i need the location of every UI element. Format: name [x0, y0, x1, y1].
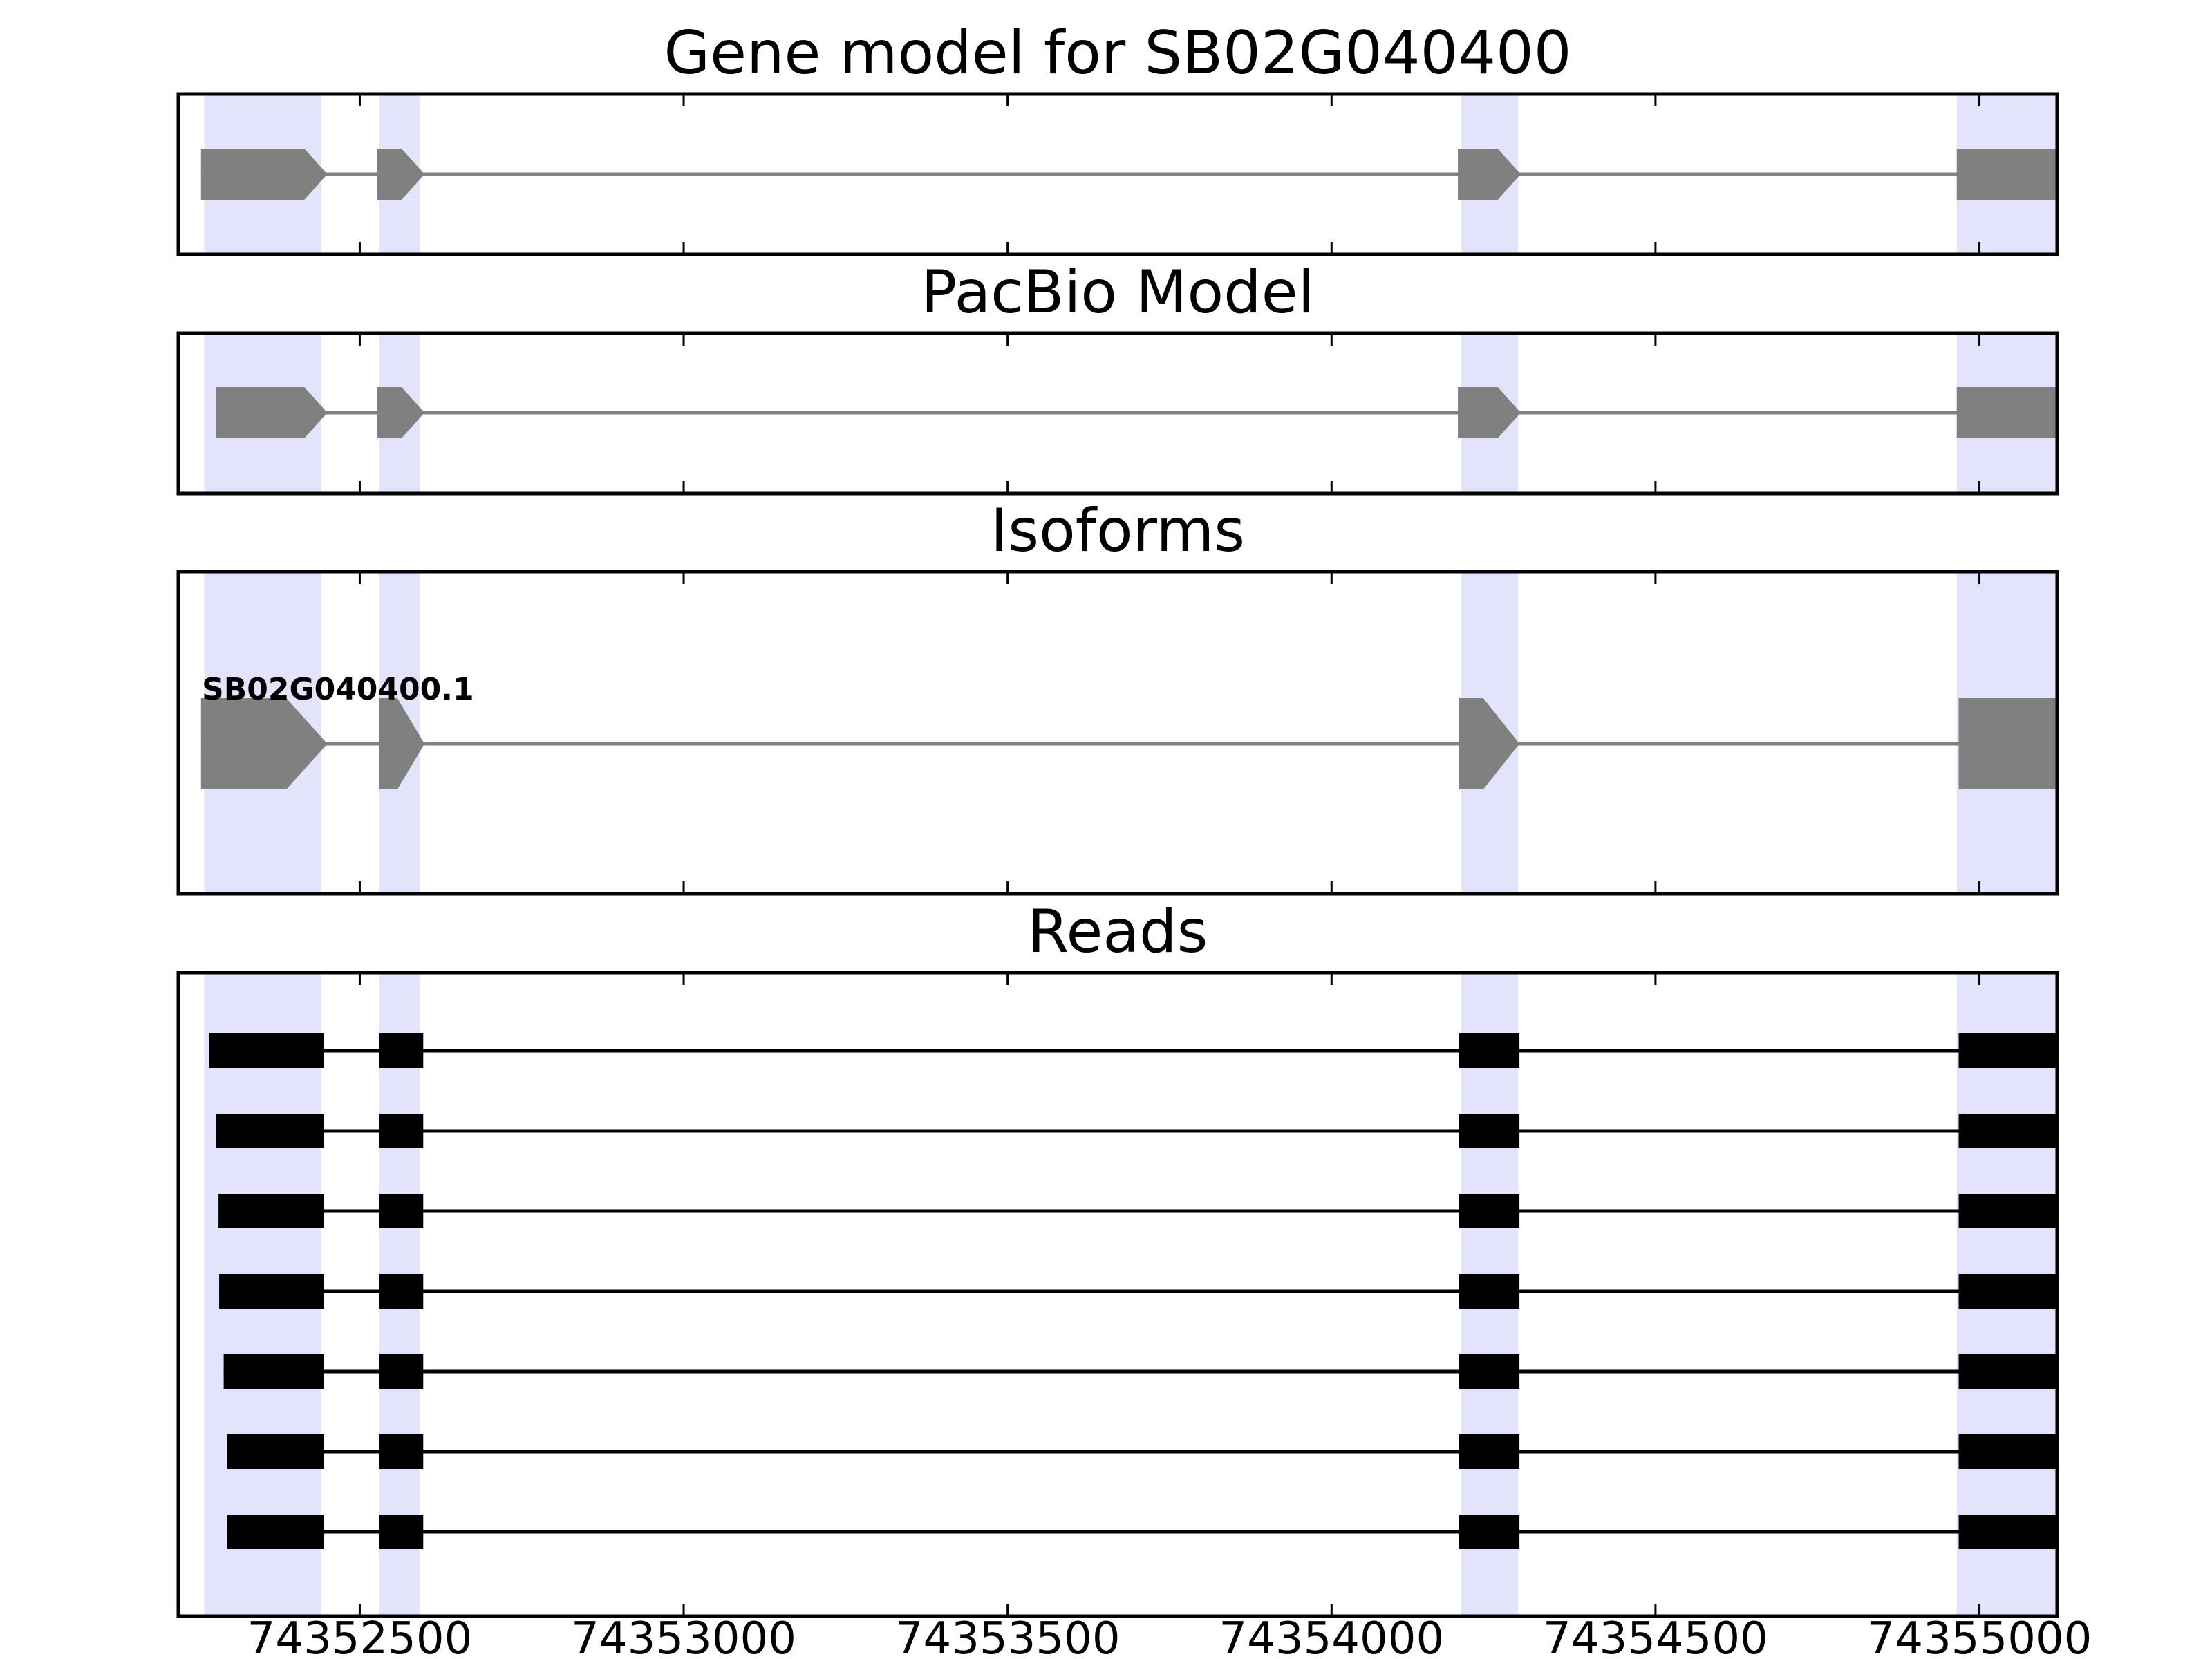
read-exon-3 — [1459, 1114, 1520, 1148]
read-exon-3 — [1459, 1274, 1520, 1309]
exon-1 — [200, 698, 328, 789]
read-exon-4 — [1958, 1515, 2057, 1549]
gene-model-title: Gene model for SB02G040400 — [664, 19, 1572, 88]
read-7 — [227, 1515, 2057, 1549]
read-exon-4 — [1958, 1434, 2057, 1469]
read-exon-4 — [1958, 1354, 2057, 1389]
read-exon-2 — [379, 1194, 424, 1228]
gene-model-panel — [176, 92, 2059, 256]
read-exon-4 — [1958, 1194, 2057, 1228]
read-exon-1 — [216, 1114, 324, 1148]
x-tick-label-1: 74352500 — [247, 1613, 473, 1659]
exon-1 — [216, 387, 328, 438]
exon-3 — [1458, 149, 1521, 200]
gene-model-ticks — [358, 94, 1981, 254]
reads-highlights — [204, 973, 2057, 1616]
exon-4 — [1956, 387, 2057, 438]
read-4 — [219, 1274, 2057, 1309]
pacbio-model-marks — [216, 387, 2057, 438]
exon-1 — [200, 149, 328, 200]
read-exon-2 — [379, 1354, 424, 1389]
pacbio-model-ticks — [358, 333, 1981, 494]
reads-title: Reads — [1028, 897, 1208, 966]
read-exon-1 — [227, 1515, 324, 1549]
read-3 — [218, 1194, 2057, 1228]
read-exon-2 — [379, 1515, 424, 1549]
x-tick-label-5: 74354500 — [1543, 1613, 1768, 1659]
read-exon-2 — [379, 1114, 424, 1148]
isoforms-panel: SB02G040400.1 — [176, 570, 2059, 896]
exon-4 — [1956, 149, 2057, 200]
read-exon-4 — [1958, 1114, 2057, 1148]
exon-4 — [1958, 698, 2057, 789]
isoforms-marks — [200, 698, 2057, 789]
read-exon-2 — [379, 1274, 424, 1309]
read-exon-1 — [223, 1354, 324, 1389]
read-exon-3 — [1459, 1354, 1520, 1389]
exon-2 — [379, 698, 425, 789]
read-exon-3 — [1459, 1033, 1520, 1068]
x-tick-label-3: 74353500 — [895, 1613, 1121, 1659]
x-tick-label-2: 74353000 — [571, 1613, 796, 1659]
gene-model-marks — [200, 149, 2057, 200]
exon-3 — [1458, 387, 1521, 438]
read-2 — [216, 1114, 2057, 1148]
read-exon-4 — [1958, 1033, 2057, 1068]
pacbio-model-title: PacBio Model — [921, 258, 1314, 327]
read-exon-1 — [218, 1194, 324, 1228]
reads-panel: 74352500 74353000 74353500 74354000 74354500… — [176, 971, 2092, 1659]
pacbio-model-panel — [176, 331, 2059, 496]
x-tick-label-4: 74354000 — [1219, 1613, 1444, 1659]
read-exon-2 — [379, 1434, 424, 1469]
read-exon-2 — [379, 1033, 424, 1068]
read-exon-3 — [1459, 1194, 1520, 1228]
isoforms-highlights — [204, 572, 2057, 894]
read-6 — [227, 1434, 2057, 1469]
reads-ticks — [358, 973, 1981, 1616]
read-5 — [223, 1354, 2057, 1389]
exon-3 — [1459, 698, 1520, 789]
gene-model-frame — [176, 92, 2059, 256]
reads-frame — [176, 971, 2059, 1618]
x-tick-label-6: 74355000 — [1867, 1613, 2092, 1659]
read-exon-1 — [209, 1033, 324, 1068]
exon-2 — [377, 387, 425, 438]
isoforms-ticks — [358, 572, 1981, 894]
read-exon-3 — [1459, 1434, 1520, 1469]
pacbio-model-frame — [176, 331, 2059, 496]
read-exon-3 — [1459, 1515, 1520, 1549]
isoforms-frame — [176, 570, 2059, 896]
isoforms-title: Isoforms — [991, 496, 1245, 565]
reads-marks — [209, 1033, 2057, 1549]
read-1 — [209, 1033, 2057, 1068]
read-exon-1 — [227, 1434, 324, 1469]
exon-2 — [377, 149, 425, 200]
isoform-label: SB02G040400.1 — [202, 672, 474, 707]
x-axis-tick-labels: 74352500 74353000 74353500 74354000 74354500… — [247, 1613, 2092, 1659]
read-exon-4 — [1958, 1274, 2057, 1309]
read-exon-1 — [219, 1274, 324, 1309]
